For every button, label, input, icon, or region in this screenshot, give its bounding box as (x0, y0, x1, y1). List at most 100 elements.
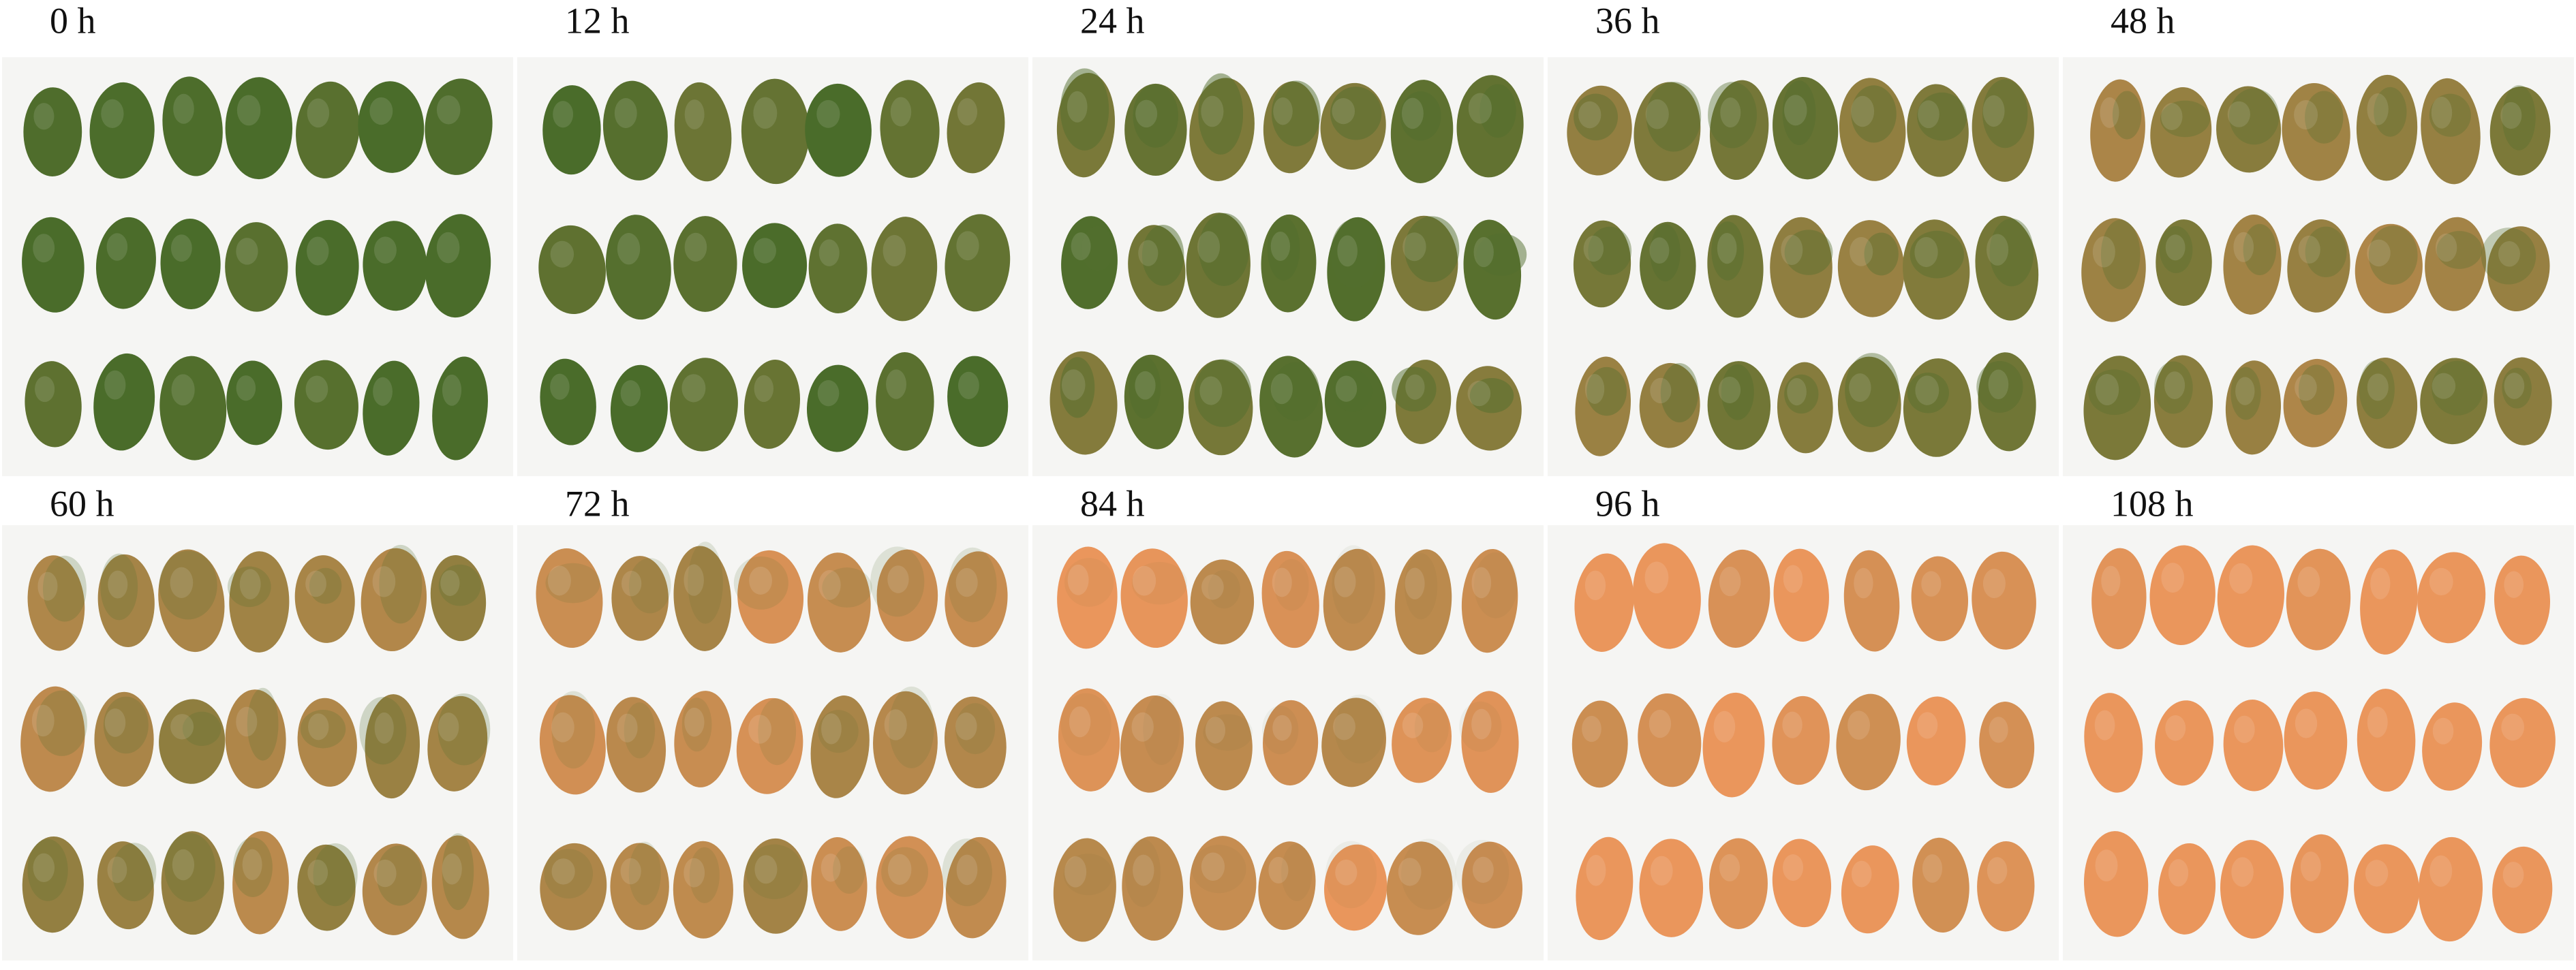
highlight (2500, 101, 2522, 129)
highlight (1583, 235, 1604, 262)
highlight (1989, 717, 2008, 743)
highlight (307, 98, 330, 128)
mango (297, 844, 356, 931)
mango (876, 549, 938, 642)
mango (808, 223, 868, 313)
highlight (1578, 101, 1601, 129)
mango (295, 219, 359, 316)
green-patch (1650, 223, 1681, 282)
highlight (1850, 237, 1873, 266)
panel: 72 h (517, 483, 1028, 960)
green-patch (1910, 230, 1964, 279)
mango (362, 843, 427, 935)
highlight (684, 707, 705, 737)
green-patch (1281, 843, 1313, 901)
highlight (1720, 97, 1741, 128)
mango (602, 80, 668, 181)
green-patch (2305, 226, 2347, 278)
green-patch (442, 833, 474, 911)
green-patch (1917, 92, 1967, 141)
green-patch (1711, 221, 1744, 281)
highlight (684, 232, 707, 262)
mango (542, 85, 601, 175)
highlight (955, 713, 977, 740)
mango (947, 356, 1009, 448)
highlight (372, 566, 396, 597)
highlight (1781, 234, 1803, 266)
mango (1058, 688, 1120, 792)
mango (97, 841, 154, 930)
mango (297, 698, 357, 787)
mango (1639, 362, 1700, 448)
mango (431, 835, 489, 939)
green-patch (1199, 213, 1249, 286)
highlight (2502, 862, 2524, 888)
green-patch (359, 696, 407, 765)
highlight (620, 380, 641, 407)
green-patch (1459, 701, 1502, 752)
highlight (1468, 93, 1492, 124)
highlight (957, 98, 978, 126)
mango (2489, 87, 2551, 176)
highlight (2297, 566, 2320, 597)
mango (673, 546, 732, 651)
mango (229, 551, 290, 653)
highlight (1922, 854, 1943, 883)
green-patch (247, 687, 279, 761)
highlight (883, 234, 906, 266)
green-patch (1274, 559, 1309, 611)
highlight (2295, 374, 2317, 401)
highlight (33, 234, 55, 263)
mango (1841, 845, 1899, 934)
highlight (1782, 711, 1803, 738)
mango (1634, 82, 1701, 181)
mango (1122, 836, 1184, 941)
mango (2417, 552, 2486, 644)
highlight (2298, 235, 2320, 264)
mango (540, 843, 607, 930)
highlight (1064, 856, 1087, 888)
green-patch (1588, 226, 1632, 275)
highlight (1071, 232, 1091, 261)
mango (1263, 700, 1319, 786)
mango (161, 831, 224, 935)
green-patch (1198, 73, 1244, 155)
highlight (551, 858, 575, 885)
green-patch (1143, 693, 1180, 766)
highlight (1135, 99, 1158, 128)
highlight (1586, 854, 1606, 886)
highlight (817, 379, 840, 407)
highlight (2367, 373, 2389, 401)
highlight (1270, 373, 1293, 405)
mango (2355, 223, 2423, 314)
highlight (236, 95, 261, 126)
highlight (2365, 860, 2389, 887)
green-patch (1332, 545, 1375, 624)
mango (1258, 841, 1316, 930)
mango (743, 838, 808, 934)
highlight (1987, 857, 2008, 884)
highlight (956, 231, 979, 261)
mango (876, 836, 944, 939)
green-patch (1782, 80, 1816, 146)
highlight (886, 369, 906, 399)
mango (606, 697, 666, 793)
panel-label: 12 h (565, 0, 630, 41)
highlight (818, 239, 840, 266)
mango (669, 358, 738, 452)
highlight (1402, 713, 1424, 738)
green-patch (1392, 366, 1437, 412)
green-patch (2374, 87, 2407, 137)
highlight (1333, 713, 1355, 740)
mango (2153, 355, 2213, 448)
green-patch (1330, 219, 1378, 289)
mango (361, 548, 427, 652)
highlight (684, 564, 704, 596)
highlight (2165, 234, 2186, 261)
mango (1975, 215, 2039, 321)
highlight (104, 708, 126, 737)
green-patch (438, 693, 491, 766)
highlight (2161, 103, 2183, 131)
green-patch (1907, 372, 1949, 413)
highlight (308, 713, 329, 740)
